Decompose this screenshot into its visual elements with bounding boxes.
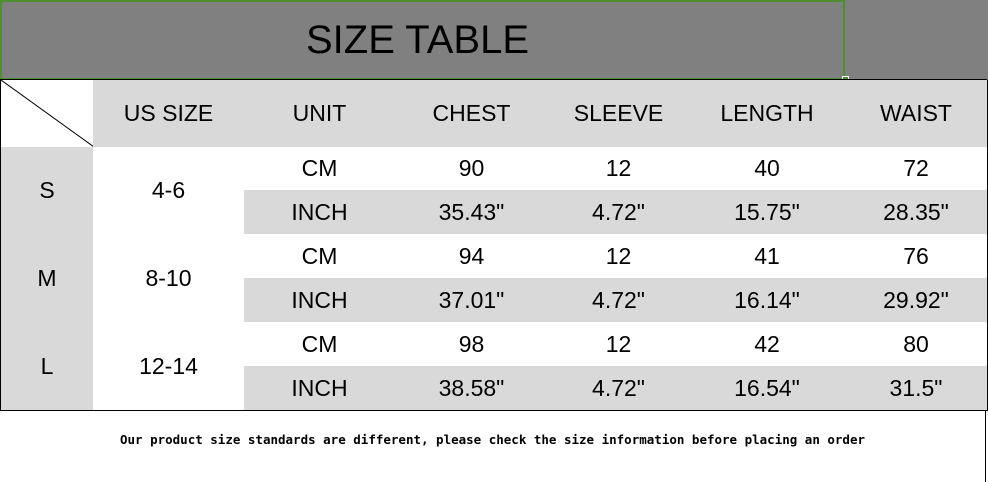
inch-unit[interactable]: INCH: [244, 366, 396, 411]
inch-unit[interactable]: INCH: [244, 190, 396, 235]
diagonal-line: [1, 80, 93, 147]
inch-length[interactable]: 15.75": [689, 190, 846, 235]
header-sleeve[interactable]: SLEEVE: [548, 80, 690, 148]
cm-length[interactable]: 40: [689, 147, 846, 191]
cm-length[interactable]: 41: [689, 234, 846, 279]
cm-sleeve[interactable]: 12: [548, 234, 690, 279]
cm-chest[interactable]: 98: [395, 322, 549, 367]
title-cell[interactable]: SIZE TABLE: [0, 0, 845, 80]
inch-length[interactable]: 16.54": [689, 366, 846, 411]
title-background: [0, 0, 988, 80]
cm-chest[interactable]: 90: [395, 147, 549, 191]
header-chest[interactable]: CHEST: [395, 80, 549, 148]
table-top-border: [0, 79, 987, 80]
inch-length[interactable]: 16.14": [689, 278, 846, 323]
inch-waist[interactable]: 31.5": [845, 366, 988, 411]
cm-waist[interactable]: 76: [845, 234, 988, 279]
cm-sleeve[interactable]: 12: [548, 322, 690, 367]
header-length[interactable]: LENGTH: [689, 80, 846, 148]
size-label[interactable]: L: [0, 322, 94, 411]
inch-sleeve[interactable]: 4.72": [548, 190, 690, 235]
cm-unit[interactable]: CM: [244, 147, 396, 191]
header-us-size[interactable]: US SIZE: [93, 80, 245, 148]
us-size[interactable]: 12-14: [93, 322, 245, 411]
cm-unit[interactable]: CM: [244, 234, 396, 279]
inch-sleeve[interactable]: 4.72": [548, 278, 690, 323]
inch-waist[interactable]: 28.35": [845, 190, 988, 235]
us-size[interactable]: 8-10: [93, 234, 245, 323]
cm-waist[interactable]: 72: [845, 147, 988, 191]
corner-cell[interactable]: [0, 80, 94, 148]
inch-chest[interactable]: 37.01": [395, 278, 549, 323]
page-title: SIZE TABLE: [305, 17, 530, 62]
inch-chest[interactable]: 38.58": [395, 366, 549, 411]
header-waist[interactable]: WAIST: [845, 80, 988, 148]
cm-length[interactable]: 42: [689, 322, 846, 367]
inch-sleeve[interactable]: 4.72": [548, 366, 690, 411]
inch-unit[interactable]: INCH: [244, 278, 396, 323]
cm-unit[interactable]: CM: [244, 322, 396, 367]
inch-waist[interactable]: 29.92": [845, 278, 988, 323]
cm-sleeve[interactable]: 12: [548, 147, 690, 191]
inch-chest[interactable]: 35.43": [395, 190, 549, 235]
size-label[interactable]: S: [0, 147, 94, 235]
us-size[interactable]: 4-6: [93, 147, 245, 235]
size-label[interactable]: M: [0, 234, 94, 323]
cm-waist[interactable]: 80: [845, 322, 988, 367]
header-unit[interactable]: UNIT: [244, 80, 396, 148]
footer-note: Our product size standards are different…: [0, 410, 986, 482]
cm-chest[interactable]: 94: [395, 234, 549, 279]
